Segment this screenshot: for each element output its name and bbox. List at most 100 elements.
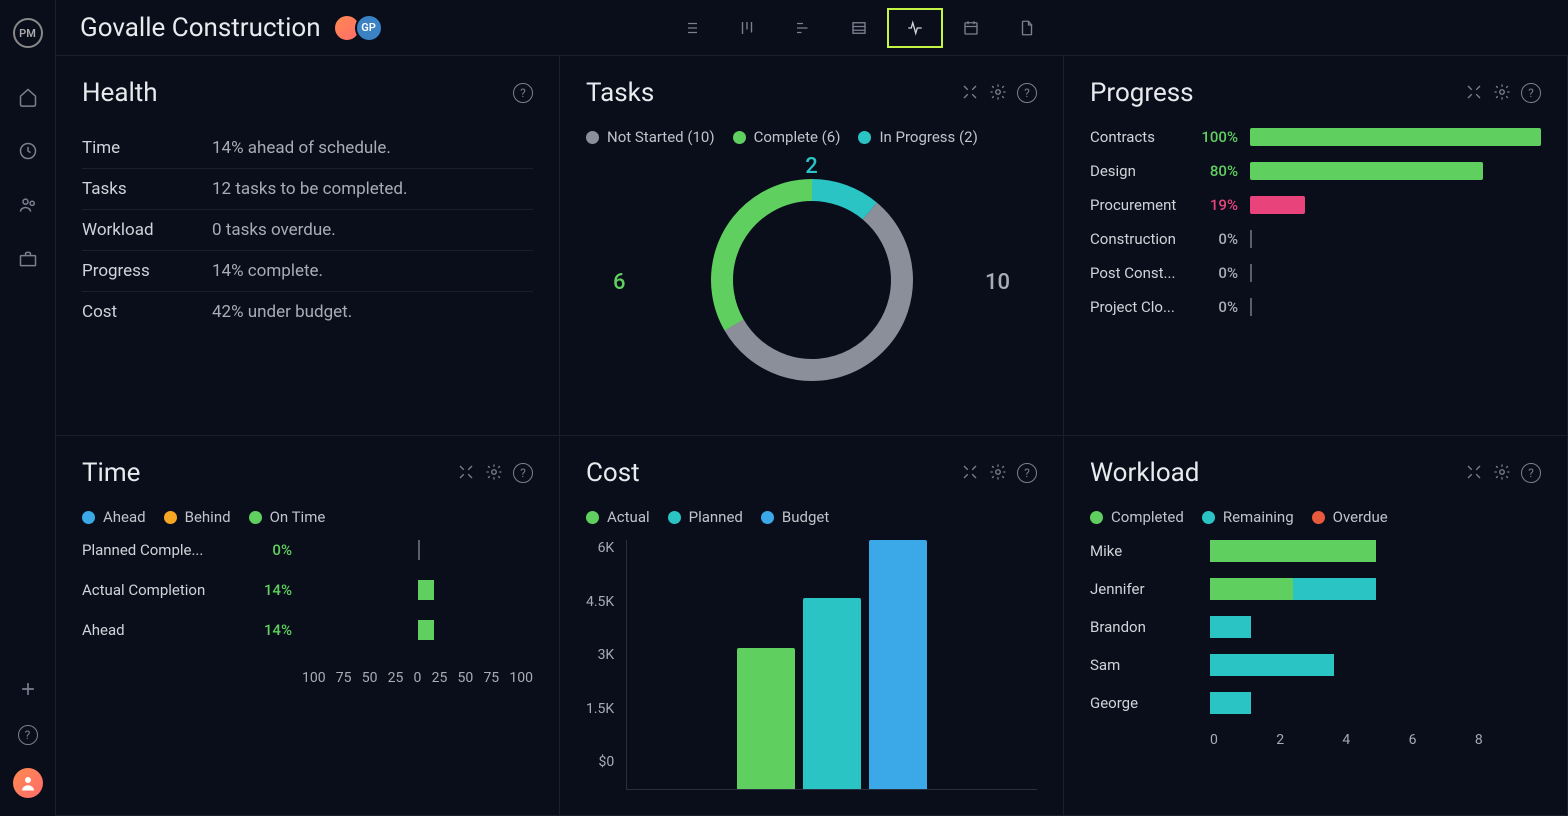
health-row: Cost42% under budget. [82,292,533,332]
gear-icon[interactable] [485,463,503,483]
workload-bar [1210,578,1541,600]
legend-label: Overdue [1333,508,1388,526]
workload-segment [1210,578,1293,600]
axis-tick: $0 [598,754,614,770]
view-list-button[interactable] [663,8,719,48]
gear-icon[interactable] [989,463,1007,483]
legend-item[interactable]: Remaining [1202,508,1294,526]
workload-name: Jennifer [1090,580,1210,598]
legend-item[interactable]: Actual [586,508,650,526]
legend-label: Completed [1111,508,1184,526]
gear-icon[interactable] [989,83,1007,103]
help-icon[interactable]: ? [1017,83,1037,103]
briefcase-icon[interactable] [15,246,41,272]
topbar: Govalle Construction GP [56,0,1568,56]
health-value: 14% ahead of schedule. [212,138,391,158]
cost-title: Cost [586,458,640,488]
progress-name: Procurement [1090,196,1188,214]
workload-row: Sam [1090,654,1541,676]
legend-dot-icon [1090,511,1103,524]
workload-name: Sam [1090,656,1210,674]
legend-item[interactable]: Budget [761,508,829,526]
panel-time: Time ? AheadBehindOn Time Planned Comple… [56,436,560,816]
gear-icon[interactable] [1493,463,1511,483]
logo[interactable]: PM [13,18,43,48]
home-icon[interactable] [15,84,41,110]
gear-icon[interactable] [1493,83,1511,103]
health-label: Tasks [82,179,212,199]
legend-label: Not Started (10) [607,128,715,146]
view-table-button[interactable] [831,8,887,48]
view-calendar-button[interactable] [943,8,999,48]
legend-item[interactable]: Not Started (10) [586,128,715,146]
expand-icon[interactable] [961,463,979,483]
help-icon[interactable]: ? [1017,463,1037,483]
legend-item[interactable]: Planned [668,508,743,526]
legend-item[interactable]: Completed [1090,508,1184,526]
expand-icon[interactable] [961,83,979,103]
add-icon[interactable] [15,676,41,702]
view-gantt-button[interactable] [775,8,831,48]
time-row: Ahead 14% [82,620,533,640]
legend-item[interactable]: Behind [164,508,231,526]
clock-icon[interactable] [15,138,41,164]
legend-dot-icon [858,131,871,144]
legend-dot-icon [586,131,599,144]
member-avatars[interactable]: GP [339,14,383,42]
expand-icon[interactable] [457,463,475,483]
time-row: Actual Completion 14% [82,580,533,600]
workload-title: Workload [1090,458,1199,488]
legend-item[interactable]: On Time [249,508,326,526]
legend-label: Planned [689,508,743,526]
axis-tick: 75 [336,670,352,686]
axis-tick: 75 [483,670,499,686]
cost-bar [737,648,795,789]
legend-dot-icon [761,511,774,524]
help-icon[interactable]: ? [15,722,41,748]
axis-tick: 25 [388,670,404,686]
view-file-button[interactable] [999,8,1055,48]
avatar-2[interactable]: GP [355,14,383,42]
legend-item[interactable]: Overdue [1312,508,1388,526]
time-bar-track [302,580,533,600]
expand-icon[interactable] [1465,83,1483,103]
health-value: 0 tasks overdue. [212,220,336,240]
help-icon[interactable]: ? [1521,83,1541,103]
help-icon[interactable]: ? [513,83,533,103]
legend-item[interactable]: In Progress (2) [858,128,977,146]
legend-item[interactable]: Ahead [82,508,146,526]
axis-tick: 25 [432,670,448,686]
expand-icon[interactable] [1465,463,1483,483]
help-icon[interactable]: ? [1521,463,1541,483]
time-bar-track [302,620,533,640]
donut-label: 10 [985,270,1010,295]
panel-health: Health ? Time14% ahead of schedule. Tasks… [56,56,560,436]
workload-name: Mike [1090,542,1210,560]
view-pulse-button[interactable] [887,8,943,48]
time-row: Planned Comple... 0% [82,540,533,560]
time-name: Ahead [82,621,242,639]
workload-name: Brandon [1090,618,1210,636]
legend-label: On Time [270,508,326,526]
health-title: Health [82,78,158,108]
health-row: Workload0 tasks overdue. [82,210,533,251]
team-icon[interactable] [15,192,41,218]
user-avatar[interactable] [13,768,43,798]
axis-tick: 100 [509,670,533,686]
axis-tick: 6 [1409,732,1475,748]
progress-bar [1250,162,1541,180]
progress-pct: 0% [1188,264,1238,282]
health-row: Time14% ahead of schedule. [82,128,533,169]
project-title: Govalle Construction [80,13,321,43]
axis-tick: 4.5K [586,594,614,610]
help-icon[interactable]: ? [513,463,533,483]
progress-bar [1250,128,1541,146]
view-board-button[interactable] [719,8,775,48]
axis-tick: 6K [598,540,615,556]
legend-item[interactable]: Complete (6) [733,128,841,146]
panel-progress: Progress ? Contracts 100% Design 80% Pro… [1064,56,1568,436]
progress-name: Post Const... [1090,264,1188,282]
progress-title: Progress [1090,78,1194,108]
workload-segment [1210,692,1251,714]
progress-pct: 100% [1188,128,1238,146]
